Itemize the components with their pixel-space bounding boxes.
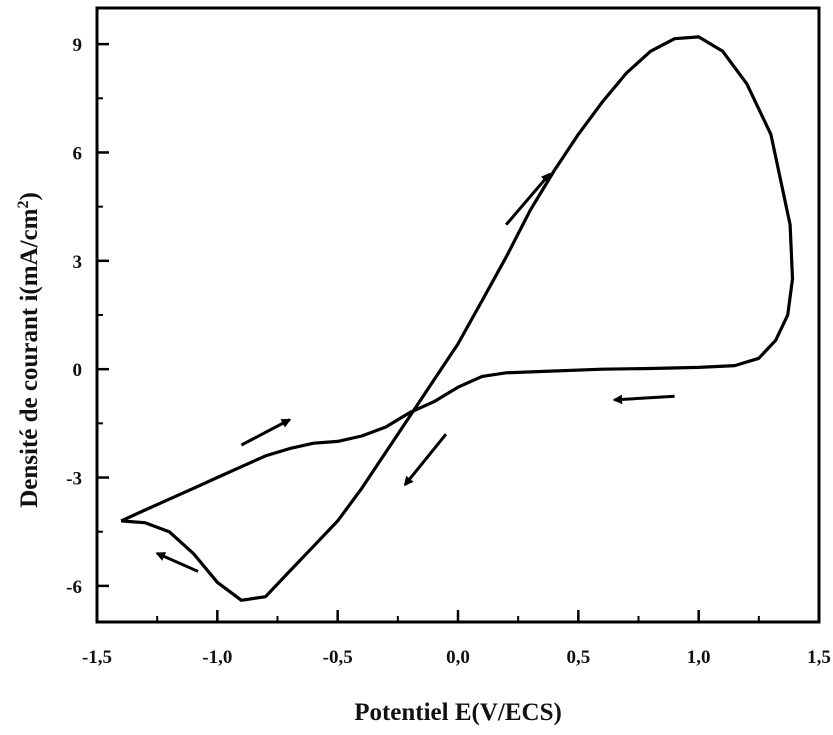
scan-direction-arrow — [240, 418, 292, 447]
voltammogram-curve — [120, 35, 795, 602]
y-axis-title-main: Densité de courant i(mA/cm — [16, 208, 43, 507]
y-tick-label: 9 — [73, 35, 83, 56]
x-tick-labels: -1,5 -1,0 -0,5 0,0 0,5 1,0 1,5 — [82, 647, 831, 668]
y-axis-title-close: ) — [16, 192, 43, 200]
y-tick-label: 3 — [73, 252, 83, 273]
y-tick-labels: -6 -3 0 3 6 9 — [66, 35, 82, 598]
y-tick-label: 0 — [73, 360, 83, 381]
x-tick-label: 0,0 — [446, 647, 470, 668]
y-axis-title-superscript: 2 — [15, 201, 32, 209]
x-tick-label: -0,5 — [323, 647, 353, 668]
y-axis-title: Densité de courant i(mA/cm2) — [15, 192, 43, 508]
y-tick-label: -3 — [66, 469, 82, 490]
x-axis-title: Potentiel E(V/ECS) — [354, 699, 562, 726]
plot-frame — [95, 6, 821, 624]
x-tick-label: 1,5 — [807, 647, 831, 668]
scan-direction-arrows — [155, 172, 675, 573]
scan-direction-arrow — [155, 552, 199, 573]
scan-direction-arrow — [403, 433, 448, 487]
y-tick-label: -6 — [66, 577, 82, 598]
x-tick-label: 0,5 — [566, 647, 590, 668]
axis-ticks — [95, 42, 821, 622]
scan-direction-arrow — [612, 394, 675, 405]
y-tick-label: 6 — [73, 143, 83, 164]
x-tick-label: 1,0 — [687, 647, 711, 668]
scan-direction-arrow — [504, 172, 551, 226]
x-tick-label: -1,0 — [202, 647, 232, 668]
x-tick-label: -1,5 — [82, 647, 112, 668]
